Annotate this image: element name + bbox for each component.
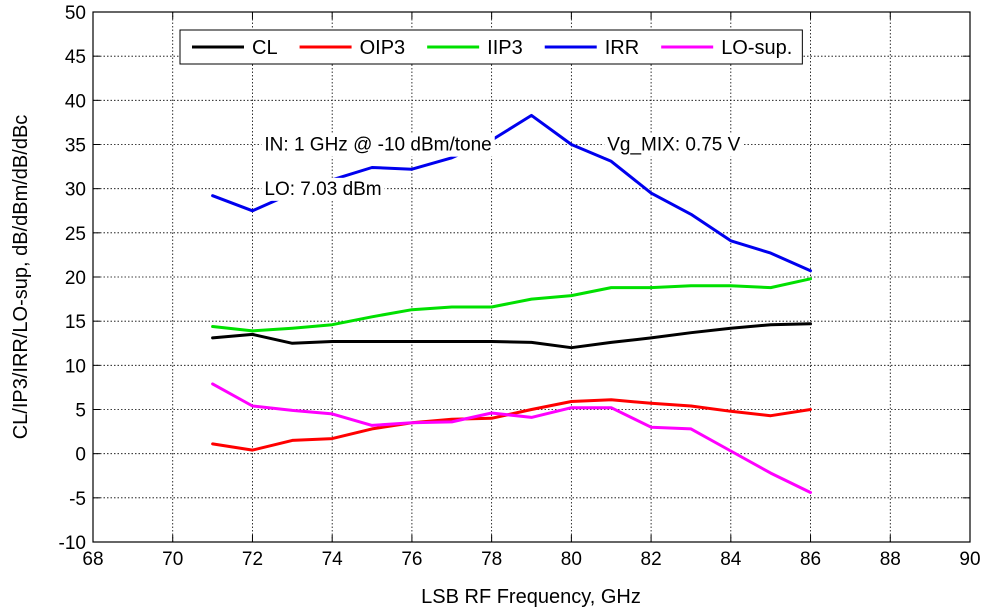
series-line-lo-sup bbox=[211, 382, 812, 494]
annotation-box bbox=[604, 133, 744, 157]
x-tick-label: 86 bbox=[800, 549, 821, 570]
tick-labels: 68 70 72 74 76 78 80 82 84 86 88 90 -10 -5 0 5 10 15 20 25 3… bbox=[59, 3, 981, 570]
y-tick-label: 10 bbox=[65, 356, 86, 377]
legend-label: CL bbox=[252, 37, 278, 59]
y-tick-label: 50 bbox=[65, 3, 86, 24]
y-tick-label: 35 bbox=[65, 136, 86, 157]
annotations: IN: 1 GHz @ -10 dBm/tone Vg_MIX: 0.75 V LO… bbox=[261, 133, 744, 201]
legend: CL OIP3 IIP3 IRR LO-sup. bbox=[179, 29, 803, 65]
x-tick-label: 72 bbox=[242, 549, 263, 570]
legend-label: LO-sup. bbox=[721, 37, 792, 59]
x-axis-label: LSB RF Frequency, GHz bbox=[421, 586, 641, 608]
y-tick-label: 30 bbox=[65, 180, 86, 201]
x-tick-label: 90 bbox=[959, 549, 980, 570]
annotation-box bbox=[261, 133, 495, 157]
annotation-text: Vg_MIX: 0.75 V bbox=[607, 135, 740, 156]
legend-label: OIP3 bbox=[360, 37, 406, 59]
y-tick-label: 25 bbox=[65, 224, 86, 245]
y-tick-label: 20 bbox=[65, 268, 86, 289]
series-line-cl bbox=[211, 322, 812, 350]
legend-label: IRR bbox=[605, 37, 639, 59]
y-tick-label: 5 bbox=[75, 401, 86, 422]
annotation-box bbox=[261, 177, 385, 201]
annotation-text: IN: 1 GHz @ -10 dBm/tone bbox=[264, 135, 491, 156]
x-tick-label: 68 bbox=[82, 549, 103, 570]
x-tick-label: 78 bbox=[481, 549, 502, 570]
y-tick-label: 40 bbox=[65, 91, 86, 112]
x-tick-label: 84 bbox=[720, 549, 742, 570]
y-tick-label: -5 bbox=[69, 489, 86, 510]
legend-label: IIP3 bbox=[487, 37, 523, 59]
x-tick-label: 70 bbox=[162, 549, 183, 570]
x-tick-label: 80 bbox=[561, 549, 582, 570]
series-line-iip3 bbox=[211, 277, 812, 333]
x-tick-label: 76 bbox=[401, 549, 422, 570]
y-tick-label: 0 bbox=[75, 445, 86, 466]
x-tick-label: 82 bbox=[641, 549, 662, 570]
y-tick-label: -10 bbox=[59, 533, 86, 554]
x-tick-label: 88 bbox=[880, 549, 901, 570]
y-tick-label: 45 bbox=[65, 47, 86, 68]
y-axis-label: CL/IP3/IRR/LO-sup, dB/dBm/dB/dBc bbox=[10, 115, 32, 440]
x-tick-label: 74 bbox=[322, 549, 344, 570]
y-tick-label: 15 bbox=[65, 312, 86, 333]
annotation-text: LO: 7.03 dBm bbox=[264, 179, 381, 200]
